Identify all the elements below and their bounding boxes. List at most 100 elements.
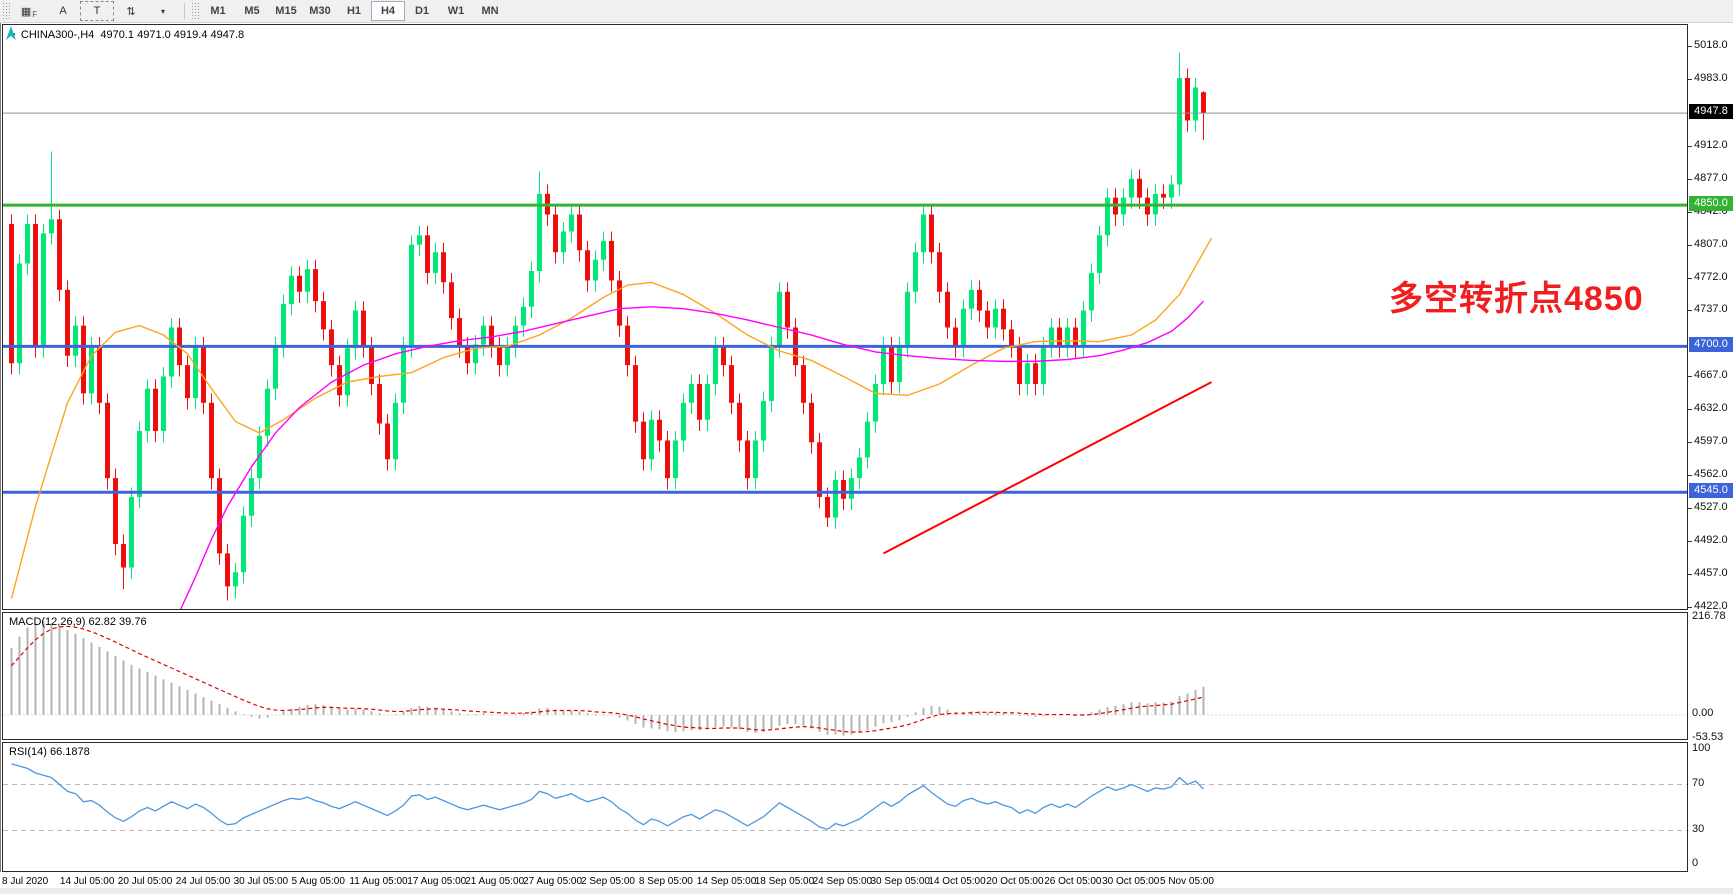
timeframe-button-d1[interactable]: D1 xyxy=(414,5,430,17)
macd-signal-line xyxy=(11,625,1204,733)
timeframe-button-w1[interactable]: W1 xyxy=(447,5,465,17)
time-label: 20 Jul 05:00 xyxy=(117,876,173,887)
price-badge: 4700.0 xyxy=(1689,337,1733,353)
time-label: 17 Aug 05:00 xyxy=(407,876,467,887)
time-label: 2 Sep 05:00 xyxy=(581,876,635,887)
ma-fast-line xyxy=(10,237,1213,599)
price-tick-label: 4667.0 xyxy=(1694,369,1728,382)
time-label: 27 Aug 05:00 xyxy=(523,876,583,887)
time-label: 14 Jul 05:00 xyxy=(59,876,115,887)
rsi-label: RSI(14) 66.1878 xyxy=(9,746,90,758)
macd-histogram xyxy=(10,621,1205,736)
chart-annotation-text: 多空转折点4850 xyxy=(1389,280,1644,318)
price-tick-label: 4772.0 xyxy=(1694,270,1728,283)
price-tick-mark xyxy=(1688,442,1692,444)
timeframe-button-mn[interactable]: MN xyxy=(481,5,499,17)
candles-layer xyxy=(9,52,1206,601)
price-tick-mark xyxy=(1688,310,1692,312)
price-tick-mark xyxy=(1688,78,1692,80)
price-tick-mark xyxy=(1688,145,1692,147)
macd-axis-label: -53.53 xyxy=(1692,730,1724,743)
time-label: 5 Aug 05:00 xyxy=(291,876,345,887)
ohlc-values: 4970.1 4971.0 4919.4 4947.8 xyxy=(100,29,245,41)
rsi-axis-label: 0 xyxy=(1692,857,1699,869)
price-tick-mark xyxy=(1688,277,1692,279)
time-label: 24 Jul 05:00 xyxy=(175,876,231,887)
rsi-axis-label: 100 xyxy=(1692,742,1711,754)
price-tick-label: 4597.0 xyxy=(1694,435,1728,448)
timeframe-button-m5[interactable]: M5 xyxy=(244,5,260,17)
trend-line xyxy=(883,381,1212,555)
time-label: 21 Aug 05:00 xyxy=(465,876,525,887)
price-tick-label: 4422.0 xyxy=(1694,599,1728,612)
price-tick-mark xyxy=(1688,574,1692,576)
toolbar-separator xyxy=(184,3,185,19)
price-tick-mark xyxy=(1688,409,1692,411)
price-tick-label: 4492.0 xyxy=(1694,534,1728,547)
price-tick-label: 4562.0 xyxy=(1694,468,1728,481)
time-label: 26 Oct 05:00 xyxy=(1044,876,1102,887)
price-tick-label: 4807.0 xyxy=(1694,237,1728,250)
time-label: 30 Oct 05:00 xyxy=(1102,876,1160,887)
rsi-axis-label: 30 xyxy=(1692,822,1705,835)
price-tick-mark xyxy=(1688,211,1692,213)
price-chart-panel[interactable]: ▼CHINA300-,H4 4970.1 4971.0 4919.4 4947.… xyxy=(2,24,1688,610)
time-label: 18 Sep 05:00 xyxy=(754,876,815,887)
price-tick-label: 4632.0 xyxy=(1694,402,1728,415)
timeframe-button-h4[interactable]: H4 xyxy=(371,1,405,21)
rsi-axis-label: 70 xyxy=(1692,776,1705,789)
price-chart-svg[interactable] xyxy=(3,25,1687,609)
time-axis[interactable]: 8 Jul 2020 14 Jul 05:00 20 Jul 05:00 24 Jul… xyxy=(0,872,1733,888)
time-label: 20 Oct 05:00 xyxy=(986,876,1044,887)
window-left-edge xyxy=(0,0,1,894)
chart-title: ▼CHINA300-,H4 4970.1 4971.0 4919.4 4947.… xyxy=(9,29,244,41)
timeframe-button-m15[interactable]: M15 xyxy=(275,5,297,17)
price-tick-mark xyxy=(1688,475,1692,477)
objects-dropdown-caret[interactable]: ▾ xyxy=(160,6,165,16)
time-label: 11 Aug 05:00 xyxy=(349,876,408,887)
macd-axis-label: 216.78 xyxy=(1692,609,1726,622)
macd-panel[interactable]: MACD(12,26,9) 62.82 39.76 xyxy=(2,612,1688,740)
price-tick-mark xyxy=(1688,376,1692,378)
toolbar: ▦ F A T ⇅ ▾ M1 M5 M15 M30 H1 H4 D1 W1 MN xyxy=(0,0,1733,23)
macd-axis-label: 0.00 xyxy=(1692,707,1714,719)
text-label-button[interactable]: A xyxy=(59,5,67,17)
toolbar-grip[interactable] xyxy=(2,2,10,20)
arrow-objects-button[interactable]: ⇅ xyxy=(126,5,136,18)
time-label: 30 Jul 05:00 xyxy=(233,876,289,887)
time-label: 14 Oct 05:00 xyxy=(928,876,986,887)
price-tick-label: 4983.0 xyxy=(1694,71,1728,84)
rsi-svg[interactable] xyxy=(3,743,1687,871)
price-tick-mark xyxy=(1688,178,1692,180)
price-tick-label: 4912.0 xyxy=(1694,138,1728,151)
ma-slow-line xyxy=(179,300,1205,609)
profiles-f-button[interactable]: ▦ F xyxy=(20,5,38,19)
timeframe-button-m30[interactable]: M30 xyxy=(309,5,331,17)
window-bottom-strip xyxy=(0,888,1733,894)
macd-label: MACD(12,26,9) 62.82 39.76 xyxy=(9,616,147,628)
cursor-arrow-icon xyxy=(6,26,16,40)
timeframe-button-h1[interactable]: H1 xyxy=(346,5,362,17)
macd-svg[interactable] xyxy=(3,613,1687,739)
price-tick-label: 4737.0 xyxy=(1694,303,1728,316)
text-box-button[interactable]: T xyxy=(80,1,114,21)
price-tick-mark xyxy=(1688,46,1692,47)
time-label: 24 Sep 05:00 xyxy=(812,876,873,887)
rsi-panel[interactable]: RSI(14) 66.1878 xyxy=(2,742,1688,872)
time-label: 5 Nov 05:00 xyxy=(1160,876,1214,887)
price-tick-label: 4457.0 xyxy=(1694,567,1728,580)
rsi-line xyxy=(11,763,1204,831)
toolbar-grip-2[interactable] xyxy=(191,2,199,20)
time-label: 8 Sep 05:00 xyxy=(638,876,693,887)
time-label: 30 Sep 05:00 xyxy=(870,876,931,887)
symbol-timeframe: CHINA300-,H4 xyxy=(20,29,95,41)
price-tick-mark xyxy=(1688,508,1692,510)
price-tick-mark xyxy=(1688,244,1692,246)
price-tick-mark xyxy=(1688,606,1692,608)
price-badge: 4850.0 xyxy=(1689,196,1733,212)
time-label: 8 Jul 2020 xyxy=(2,876,49,887)
price-tick-mark xyxy=(1688,541,1692,543)
timeframe-button-m1[interactable]: M1 xyxy=(210,5,226,17)
price-badge: 4545.0 xyxy=(1689,483,1733,499)
